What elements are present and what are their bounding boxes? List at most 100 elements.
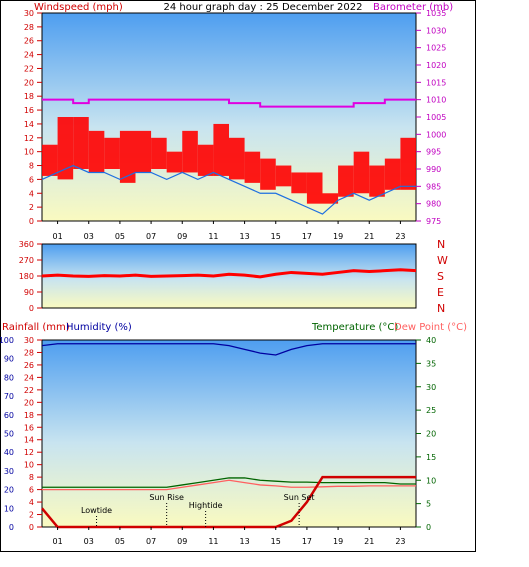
x-tick-label: 19: [333, 232, 343, 241]
humidity-tick-label: 80: [4, 373, 14, 382]
wind-speed-bar: [104, 137, 120, 169]
wind-tick-label: 30: [24, 9, 34, 18]
humidity-tick-label: 20: [4, 486, 14, 495]
x-tick-label: 23: [395, 537, 405, 546]
x-tick-label: 19: [333, 537, 343, 546]
wind-tick-label: 24: [24, 51, 34, 60]
wind-tick-label: 16: [24, 106, 34, 115]
rain-tick-label: 20: [24, 398, 34, 407]
wind-direction-line: [41, 268, 417, 279]
compass-label: S: [437, 270, 444, 283]
x-tick-label: 07: [146, 537, 156, 546]
baro-tick-label: 1015: [426, 78, 446, 87]
baro-tick-label: 1005: [426, 113, 446, 122]
baro-tick-label: 985: [426, 182, 441, 191]
event-annotation: Lowtide: [81, 506, 112, 515]
direction-tick-label: 0: [29, 304, 34, 313]
humidity-line: [41, 343, 416, 356]
wind-speed-bar: [166, 151, 183, 173]
wind-tick-label: 2: [29, 203, 34, 212]
direction-tick-label: 270: [19, 256, 34, 265]
wind-tick-label: 8: [29, 162, 34, 171]
x-tick-label: 01: [52, 232, 62, 241]
wind-tick-label: 26: [24, 37, 34, 46]
wind-tick-label: 28: [24, 23, 34, 32]
wind-tick-label: 0: [29, 217, 34, 226]
x-tick-label: 11: [208, 232, 218, 241]
compass-label: W: [437, 254, 448, 267]
wind-speed-bar: [260, 158, 276, 190]
x-tick-label: 03: [84, 232, 94, 241]
rain-tick-label: 24: [24, 373, 34, 382]
compass-label: E: [437, 286, 444, 299]
rain-tick-label: 30: [24, 336, 34, 345]
x-tick-label: 21: [364, 537, 374, 546]
temp-tick-label: 25: [426, 406, 436, 415]
rain-tick-label: 0: [29, 523, 34, 532]
humidity-tick-label: 60: [4, 411, 14, 420]
temp-tick-label: 40: [426, 336, 436, 345]
wind-speed-bar: [369, 165, 385, 197]
compass-label: N: [437, 238, 445, 251]
rain-tick-label: 22: [24, 386, 34, 395]
baro-tick-label: 990: [426, 165, 441, 174]
wind-speed-bar: [182, 130, 198, 173]
humidity-tick-label: 90: [4, 355, 14, 364]
x-tick-label: 11: [208, 537, 218, 546]
humidity-tick-label: 70: [4, 392, 14, 401]
direction-tick-label: 360: [19, 240, 34, 249]
rain-tick-label: 10: [24, 461, 34, 470]
wind-average-line: [41, 164, 416, 215]
humidity-tick-label: 10: [4, 504, 14, 513]
baro-tick-label: 1025: [426, 44, 446, 53]
temp-tick-label: 20: [426, 430, 436, 439]
wind-speed-bar: [57, 117, 74, 180]
baro-tick-label: 1010: [426, 96, 446, 105]
temp-tick-label: 35: [426, 359, 436, 368]
x-tick-label: 17: [302, 232, 312, 241]
baro-tick-label: 980: [426, 200, 441, 209]
temp-tick-label: 5: [426, 500, 431, 509]
event-annotation: Hightide: [189, 501, 223, 510]
wind-speed-bar: [229, 137, 245, 180]
x-tick-label: 13: [239, 537, 249, 546]
rain-tick-label: 26: [24, 361, 34, 370]
rain-tick-label: 8: [29, 473, 34, 482]
x-tick-label: 13: [239, 232, 249, 241]
x-tick-label: 05: [115, 537, 125, 546]
rain-tick-label: 14: [24, 436, 34, 445]
humidity-axis-label: Humidity (%): [66, 322, 132, 333]
humidity-tick-label: 30: [4, 467, 14, 476]
rain-tick-label: 6: [29, 486, 34, 495]
dewpoint-axis-label: Dew Point (°C): [394, 322, 467, 333]
temperature-axis-label: Temperature (°C): [311, 322, 398, 333]
wind-speed-bar: [322, 193, 339, 204]
wind-speed-bar: [119, 130, 136, 183]
wind-axis-label: Windspeed (mph): [34, 2, 123, 13]
humidity-tick-label: 50: [4, 430, 14, 439]
rainfall-line: [41, 475, 416, 529]
wind-speed-bar: [275, 165, 292, 187]
wind-speed-bar: [244, 151, 261, 183]
rain-axis-label: Rainfall (mm): [2, 322, 70, 333]
chart-title: 24 hour graph day : 25 December 2022: [164, 2, 363, 13]
compass-label: N: [437, 302, 445, 315]
wind-speed-bar: [42, 144, 58, 176]
wind-tick-label: 22: [24, 64, 34, 73]
direction-tick-label: 90: [24, 288, 34, 297]
wind-tick-label: 12: [24, 134, 34, 143]
baro-tick-label: 1020: [426, 61, 446, 70]
wind-speed-bar: [400, 137, 416, 190]
x-tick-label: 15: [271, 537, 281, 546]
wind-speed-bar: [151, 137, 167, 169]
baro-tick-label: 1000: [426, 130, 446, 139]
baro-tick-label: 995: [426, 148, 441, 157]
wind-tick-label: 14: [24, 120, 34, 129]
baro-tick-label: 1030: [426, 26, 446, 35]
x-tick-label: 15: [271, 232, 281, 241]
x-tick-label: 09: [177, 232, 187, 241]
humidity-tick-label: 0: [9, 523, 14, 532]
rain-tick-label: 2: [29, 511, 34, 520]
rain-tick-label: 12: [24, 448, 34, 457]
wind-speed-bar: [73, 117, 89, 169]
